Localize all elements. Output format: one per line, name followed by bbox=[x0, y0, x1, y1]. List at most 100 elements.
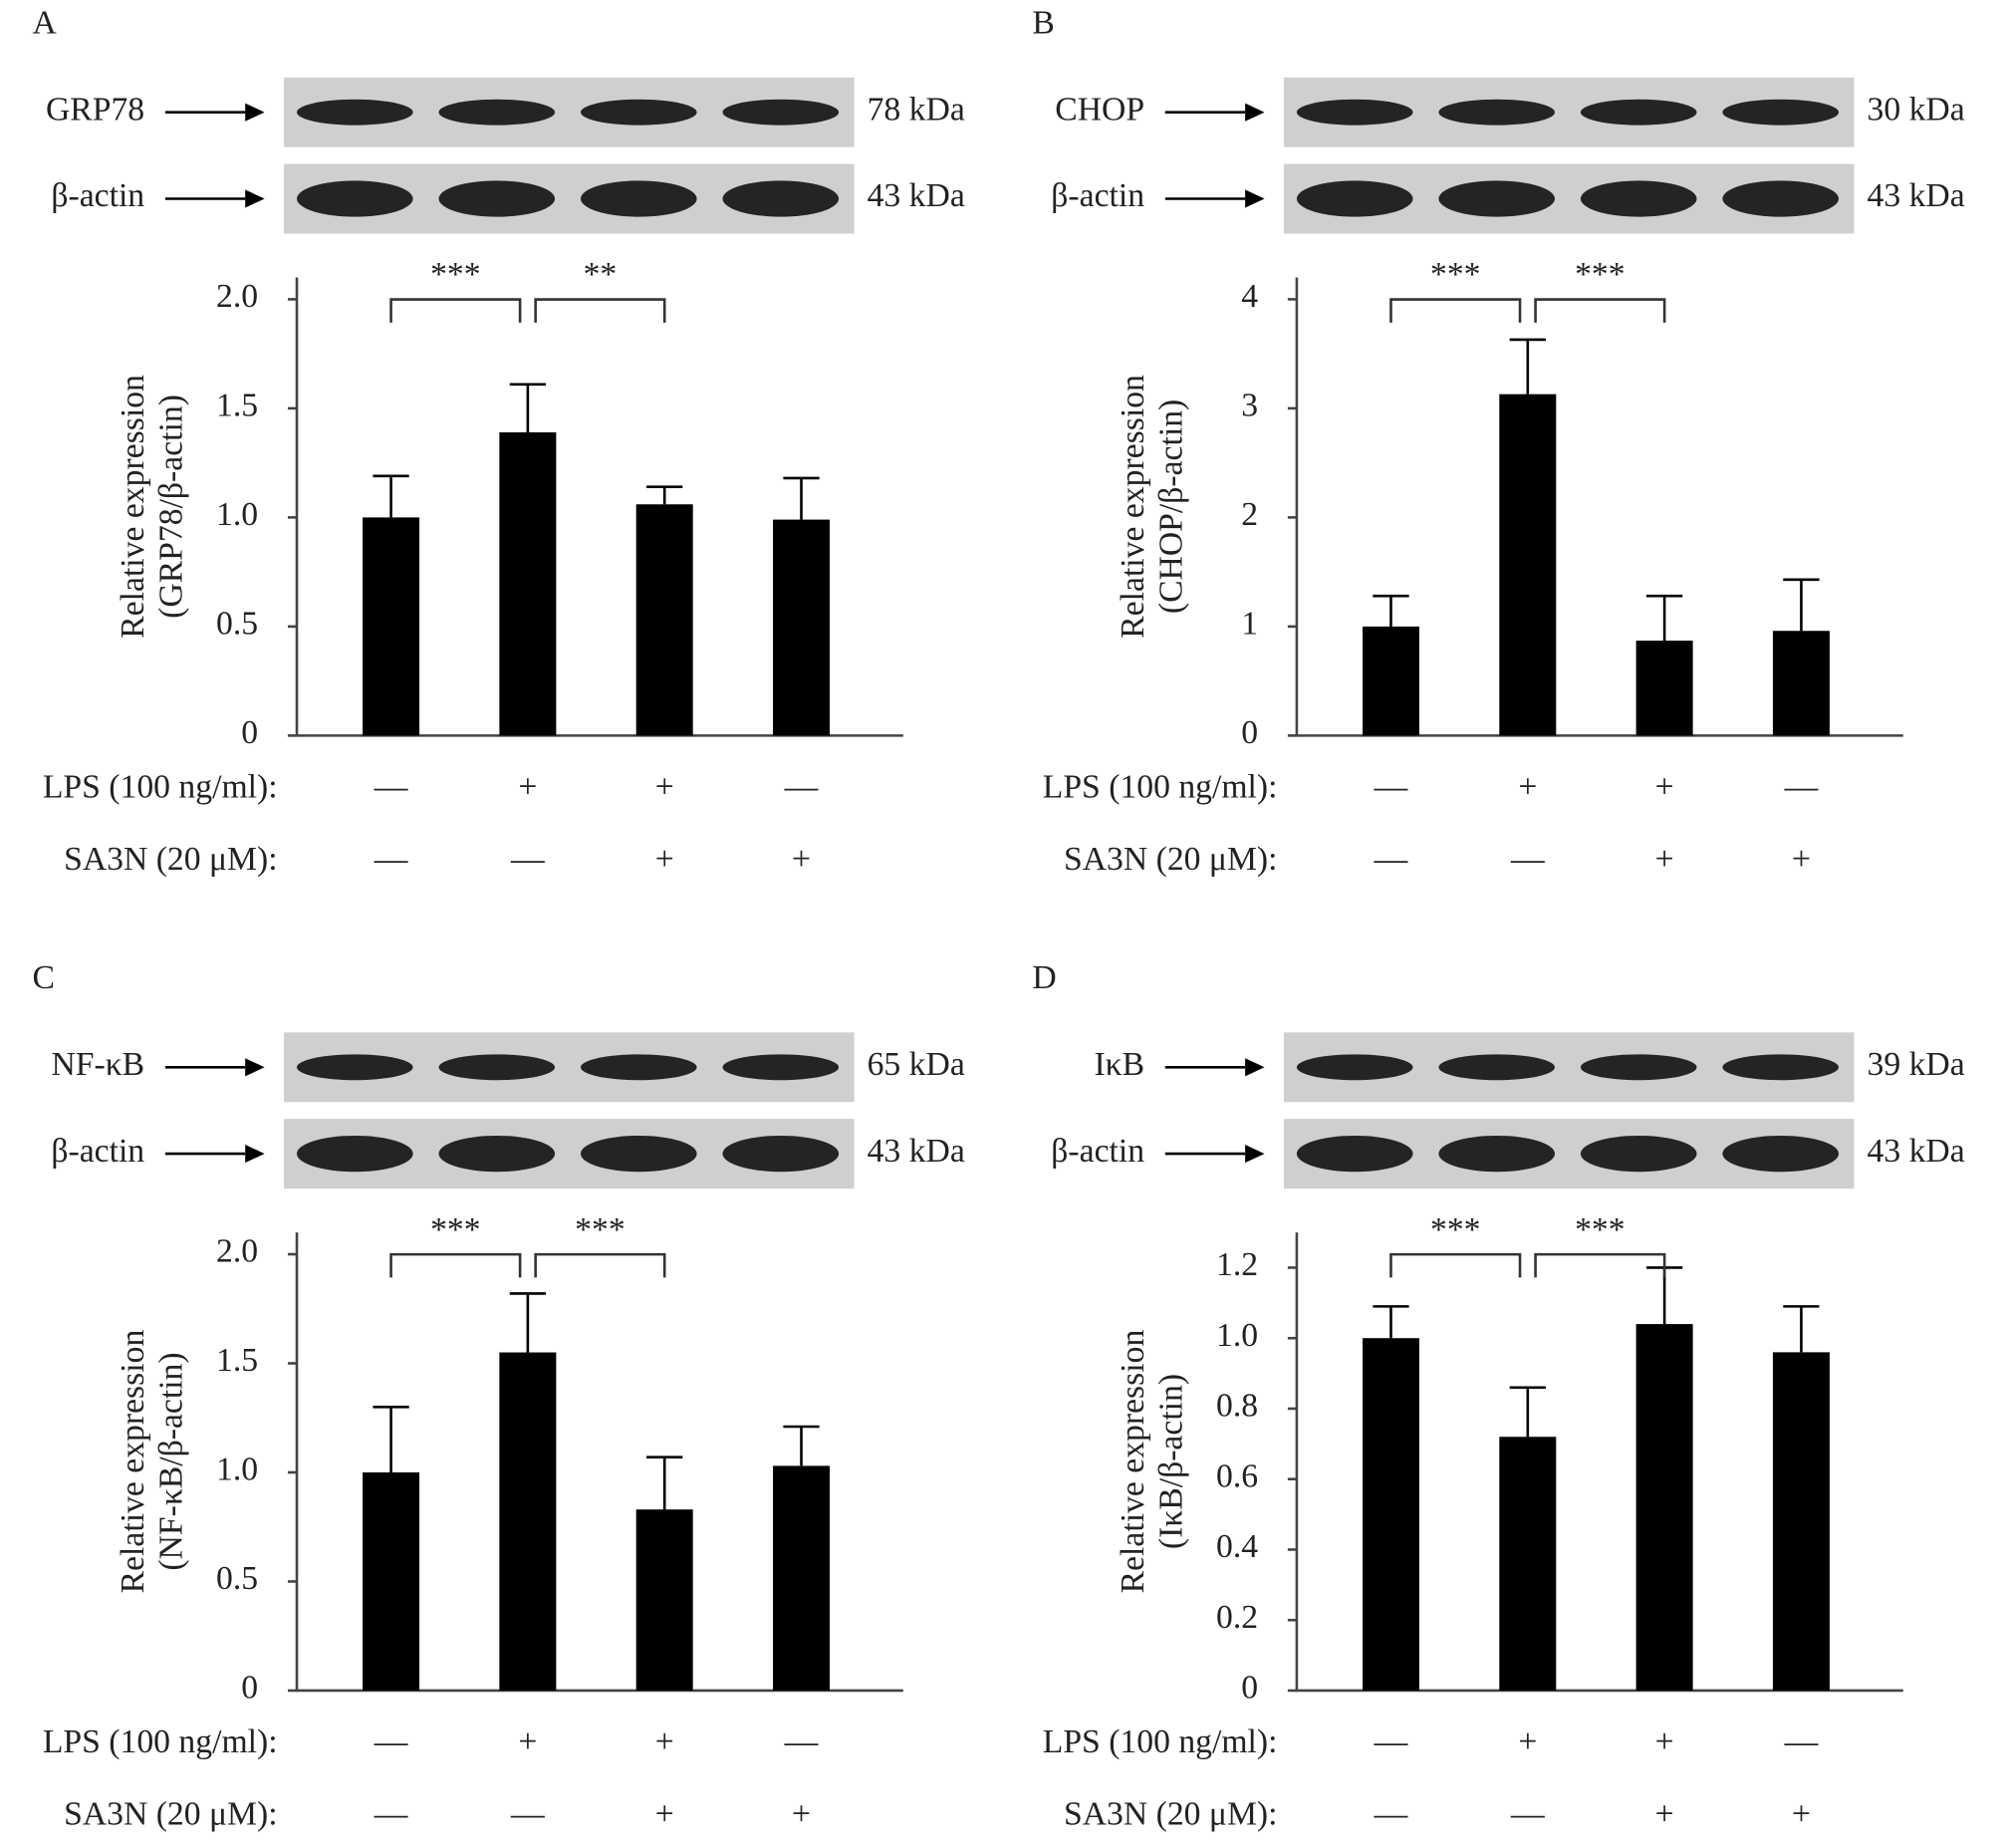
significance-bracket bbox=[1534, 1252, 1666, 1278]
significance-bracket bbox=[1389, 1252, 1522, 1278]
arrow-head bbox=[245, 189, 265, 208]
condition-sign: — bbox=[1510, 841, 1545, 878]
condition-sign: + bbox=[792, 841, 811, 878]
condition-sign: + bbox=[1655, 1796, 1674, 1833]
significance-label: *** bbox=[575, 1211, 625, 1248]
condition-sign: + bbox=[1518, 769, 1537, 806]
significance-label: *** bbox=[430, 256, 481, 293]
y-tick-label: 4 bbox=[1241, 278, 1258, 315]
error-bar bbox=[1783, 1305, 1820, 1353]
y-tick-label: 2.0 bbox=[216, 1233, 258, 1270]
significance-bracket bbox=[1389, 298, 1522, 323]
condition-sign: — bbox=[1510, 1796, 1545, 1833]
error-bar bbox=[373, 474, 409, 518]
bar bbox=[635, 1509, 693, 1691]
significance-label: *** bbox=[1575, 1211, 1625, 1248]
significance-bracket bbox=[534, 298, 666, 323]
condition-label: SA3N (20 μM): bbox=[1064, 1796, 1277, 1833]
condition-sign: — bbox=[510, 841, 545, 878]
arrow-head bbox=[1245, 103, 1265, 122]
blot-band bbox=[1438, 1135, 1556, 1173]
blot-band bbox=[438, 180, 556, 217]
condition-label: LPS (100 ng/ml): bbox=[1043, 1723, 1278, 1760]
y-tick-label: 3 bbox=[1241, 388, 1258, 424]
error-bar bbox=[783, 1425, 820, 1466]
blot-size: 78 kDa bbox=[868, 91, 965, 128]
blot-label: CHOP bbox=[1055, 91, 1144, 128]
bar bbox=[499, 431, 557, 736]
panel-letter: C bbox=[32, 959, 54, 996]
blot-band bbox=[1722, 99, 1840, 126]
blot-size: 43 kDa bbox=[1868, 1133, 1965, 1170]
blot-band bbox=[1438, 1054, 1556, 1081]
bar bbox=[773, 519, 831, 736]
bar bbox=[363, 517, 420, 736]
blot-band bbox=[580, 1135, 697, 1173]
y-tick-label: 1 bbox=[1241, 606, 1258, 643]
error-bar bbox=[1645, 594, 1683, 642]
error-bar bbox=[646, 1455, 683, 1510]
blot-band bbox=[1438, 99, 1556, 126]
condition-sign: + bbox=[1792, 1796, 1811, 1833]
bar bbox=[499, 1352, 557, 1691]
blot-band bbox=[1296, 180, 1413, 217]
y-tick-label: 0 bbox=[241, 714, 258, 751]
condition-sign: + bbox=[1655, 1723, 1674, 1760]
arrow-head bbox=[1245, 1058, 1265, 1077]
blot-band bbox=[580, 180, 697, 217]
y-tick-label: 0.2 bbox=[1216, 1599, 1258, 1636]
condition-label: SA3N (20 μM): bbox=[1064, 841, 1277, 878]
condition-sign: + bbox=[1792, 841, 1811, 878]
panel: B CHOP 30 kDa β-actin 43 kDa 0 1 2 3 4 Relative ex… bbox=[1032, 5, 1964, 878]
significance-label: *** bbox=[1575, 256, 1625, 293]
error-bar bbox=[1509, 1386, 1546, 1438]
bar bbox=[1499, 1437, 1557, 1691]
y-tick-label: 2.0 bbox=[216, 278, 258, 315]
significance-label: *** bbox=[430, 1211, 481, 1248]
condition-sign: — bbox=[1374, 1796, 1408, 1833]
y-axis-label: (GRP78/β-actin) bbox=[153, 395, 190, 619]
bar bbox=[1772, 1352, 1830, 1691]
blot-band bbox=[722, 99, 840, 126]
y-tick-label: 1.5 bbox=[216, 388, 258, 424]
blot-band bbox=[1296, 1054, 1413, 1081]
error-bar bbox=[509, 383, 547, 432]
condition-sign: + bbox=[1655, 769, 1674, 806]
bar bbox=[773, 1465, 831, 1691]
blot-band bbox=[1296, 99, 1413, 126]
bar bbox=[1772, 631, 1830, 736]
condition-sign: + bbox=[792, 1796, 811, 1833]
blot-band bbox=[438, 99, 556, 126]
condition-sign: + bbox=[655, 1723, 674, 1760]
blot-size: 43 kDa bbox=[868, 1133, 965, 1170]
bar bbox=[1499, 394, 1557, 736]
error-bar bbox=[1373, 594, 1409, 627]
blot-label: β-actin bbox=[51, 177, 144, 214]
bar bbox=[1635, 1324, 1693, 1691]
y-tick-label: 1.5 bbox=[216, 1342, 258, 1379]
condition-sign: — bbox=[784, 1723, 819, 1760]
blot-label: NF-κB bbox=[51, 1046, 144, 1083]
condition-sign: — bbox=[1374, 769, 1408, 806]
condition-sign: — bbox=[1784, 769, 1819, 806]
condition-sign: — bbox=[374, 841, 408, 878]
panel: D IκB 39 kDa β-actin 43 kDa 0 0.2 0.4 0.6 0.8 1.0 1… bbox=[1032, 959, 1964, 1832]
y-tick-label: 1.0 bbox=[216, 496, 258, 533]
y-axis-label: (NF-κB/β-actin) bbox=[153, 1352, 190, 1570]
blot-label: GRP78 bbox=[46, 91, 144, 128]
significance-bracket bbox=[1534, 298, 1666, 323]
arrow-head bbox=[1245, 189, 1265, 208]
bar bbox=[1363, 626, 1420, 736]
blot-band bbox=[1580, 1054, 1697, 1081]
significance-bracket bbox=[389, 1252, 522, 1278]
blot-band bbox=[580, 99, 697, 126]
condition-sign: — bbox=[1374, 1723, 1408, 1760]
y-tick-label: 1.2 bbox=[1216, 1246, 1258, 1283]
panel: C NF-κB 65 kDa β-actin 43 kDa 0 0.5 1.0 1.5 2.0 Re… bbox=[32, 959, 964, 1832]
error-bar bbox=[509, 1292, 547, 1353]
blot-band bbox=[722, 1135, 840, 1173]
y-tick-label: 0 bbox=[1241, 1670, 1258, 1707]
blot-label: β-actin bbox=[1051, 1133, 1144, 1170]
